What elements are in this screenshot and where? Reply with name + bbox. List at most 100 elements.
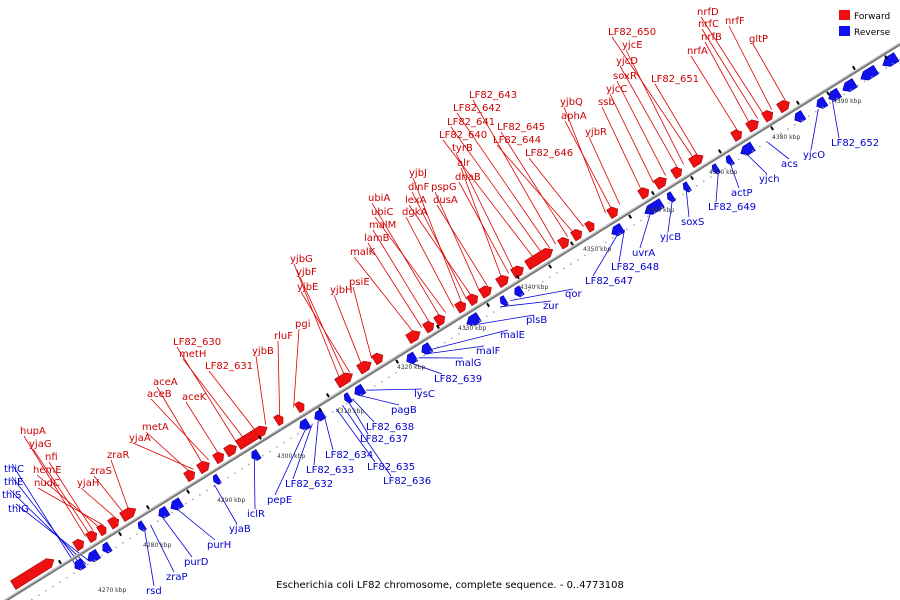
forward-leader-line (752, 43, 787, 102)
reverse-leader-line (810, 108, 819, 151)
forward-leader-line (458, 181, 510, 274)
forward-leader-line (374, 216, 446, 313)
forward-gene-0 (10, 558, 55, 590)
feature-marker (851, 65, 856, 71)
forward-gene-9 (223, 444, 237, 458)
tick-dot (584, 254, 586, 257)
forward-gene-label: ubiC (371, 207, 393, 218)
forward-gene-8 (212, 451, 225, 465)
legend-forward-swatch (839, 10, 850, 20)
forward-leader-line (411, 191, 468, 300)
tick-dot (605, 241, 607, 244)
feature-marker (717, 149, 722, 154)
forward-gene-32 (688, 154, 704, 168)
reverse-gene-label: zur (543, 301, 560, 312)
tick-dot (472, 324, 474, 326)
reverse-leader-line (11, 463, 79, 570)
reverse-leader-line (9, 489, 87, 565)
forward-leader-line (408, 204, 472, 297)
forward-gene-34 (745, 119, 759, 133)
reverse-gene-label: LF82_639 (434, 374, 482, 385)
forward-gene-label: LF82_650 (608, 27, 656, 38)
tick-dot (346, 402, 348, 405)
tick-dot (738, 158, 740, 161)
forward-gene-12 (294, 401, 305, 414)
tick-dot (297, 433, 299, 435)
reverse-leader-line (313, 420, 319, 466)
reverse-leader-line (292, 423, 313, 480)
reverse-gene-label: lysC (414, 389, 435, 400)
tick-dot (668, 202, 670, 204)
forward-gene-label: yjcE (622, 40, 643, 51)
tick-dot (38, 594, 40, 596)
forward-gene-label: psiE (349, 277, 370, 288)
forward-leader-line (80, 487, 116, 519)
tick-marks: 4270 kbp 4280 kbp 4290 kbp 4300 kbp 4310 kbp… (31, 58, 900, 600)
tick-dot (787, 128, 789, 130)
reverse-leader-line (685, 191, 690, 218)
forward-leader-line (609, 93, 655, 184)
forward-gene-5 (119, 507, 137, 522)
tick-label: 4380 kbp (772, 134, 800, 141)
tick-dot (143, 528, 145, 531)
forward-gene-label: hupA (20, 426, 46, 437)
forward-gene-label: pgi (295, 319, 310, 330)
forward-leader-line (496, 144, 574, 234)
reverse-gene-15 (499, 295, 509, 307)
tick-label: 4300 kbp (277, 453, 305, 460)
feature-marker (690, 175, 695, 181)
reverse-gene-label: LF82_632 (285, 479, 333, 490)
reverse-gene-label: pepE (267, 495, 292, 506)
forward-gene-label: metH (179, 349, 206, 360)
tick-dot (416, 359, 418, 361)
tick-dot (808, 115, 810, 117)
tick-dot (73, 572, 75, 575)
reverse-leader-line (639, 213, 651, 249)
forward-gene-29 (637, 187, 650, 200)
reverse-leader-line (424, 345, 485, 355)
forward-gene-label: LF82_646 (525, 148, 573, 159)
tick-dot (192, 498, 194, 501)
forward-gene-label: dinF (408, 182, 429, 193)
tick-label: 4320 kbp (397, 364, 425, 371)
reverse-gene-label: uvrA (632, 248, 655, 259)
reverse-gene-label: purD (184, 557, 209, 568)
tick-dot (752, 150, 754, 152)
tick-dot (451, 337, 453, 339)
tick-dot (129, 537, 131, 540)
forward-gene-label: LF82_630 (173, 337, 221, 348)
forward-gene-10 (235, 425, 268, 450)
forward-gene-label: malM (369, 220, 396, 231)
reverse-leader-line (342, 404, 392, 477)
axis-line (3, 42, 900, 600)
reverse-gene-28 (860, 64, 880, 81)
tick-dot (479, 319, 481, 322)
reverse-gene-label: thiC (4, 464, 24, 475)
tick-dot (759, 145, 761, 148)
tick-dot (255, 459, 257, 461)
forward-leader-line (185, 401, 219, 455)
reverse-gene-17 (611, 222, 625, 236)
tick-dot (101, 555, 103, 557)
reverse-gene-label: thiE (4, 477, 23, 488)
forward-gene-label: zraR (107, 450, 129, 461)
forward-leader-line (588, 136, 621, 205)
forward-gene-label: yjbG (290, 254, 313, 265)
forward-gene-label: ubiA (368, 193, 390, 204)
forward-leader-line (300, 291, 351, 373)
tick-dot (563, 267, 565, 270)
tick-dot (423, 354, 425, 357)
tick-dot (878, 71, 880, 74)
tick-dot (682, 193, 684, 196)
forward-leader-line (353, 256, 414, 333)
feature-marker (650, 190, 655, 196)
reverse-gene-label: LF82_633 (306, 465, 354, 476)
forward-gene-21 (478, 285, 492, 299)
tick-dot (766, 141, 768, 143)
tick-dot (437, 346, 439, 348)
tick-dot (360, 393, 362, 396)
forward-leader-line (700, 16, 764, 115)
forward-gene-label: hemE (33, 465, 62, 476)
tick-dot (290, 437, 292, 440)
